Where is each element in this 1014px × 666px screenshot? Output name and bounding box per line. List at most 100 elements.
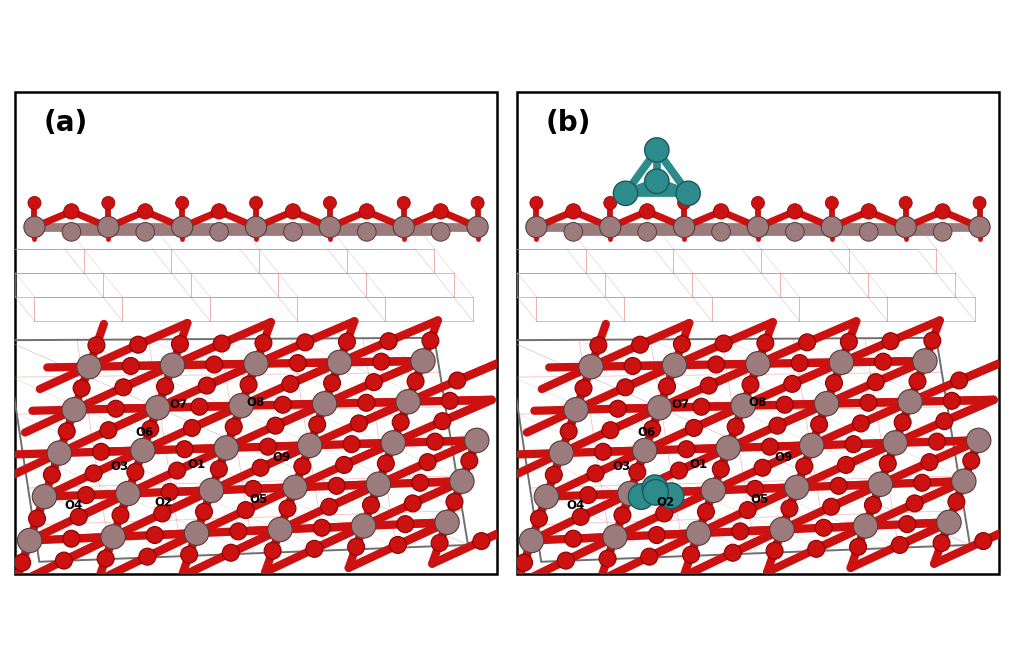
Circle shape	[100, 422, 117, 439]
Circle shape	[822, 498, 840, 515]
Circle shape	[647, 396, 671, 420]
Circle shape	[412, 474, 429, 492]
Text: (b): (b)	[546, 109, 591, 137]
Circle shape	[116, 482, 140, 505]
Circle shape	[467, 216, 488, 238]
Circle shape	[380, 333, 397, 350]
Circle shape	[284, 222, 302, 241]
Circle shape	[289, 354, 306, 372]
Circle shape	[974, 533, 992, 549]
Circle shape	[830, 478, 847, 494]
Circle shape	[28, 510, 46, 527]
Circle shape	[107, 400, 125, 417]
Circle shape	[73, 380, 90, 397]
Circle shape	[252, 460, 269, 476]
Circle shape	[565, 530, 582, 547]
Circle shape	[127, 464, 144, 480]
Circle shape	[377, 455, 394, 472]
Circle shape	[24, 216, 45, 238]
Circle shape	[633, 438, 657, 463]
Circle shape	[882, 333, 899, 350]
Circle shape	[673, 216, 695, 238]
Circle shape	[88, 337, 104, 354]
Circle shape	[245, 216, 267, 238]
Circle shape	[777, 396, 793, 413]
Circle shape	[285, 204, 301, 219]
Circle shape	[754, 460, 771, 476]
Circle shape	[594, 444, 611, 460]
Circle shape	[101, 525, 126, 549]
Circle shape	[472, 196, 484, 210]
Circle shape	[359, 204, 374, 219]
Circle shape	[175, 196, 189, 210]
Circle shape	[603, 196, 617, 210]
Circle shape	[933, 222, 952, 241]
Circle shape	[708, 356, 725, 373]
Circle shape	[446, 494, 463, 510]
Circle shape	[825, 374, 843, 392]
Circle shape	[56, 552, 72, 569]
Circle shape	[365, 374, 382, 391]
Circle shape	[767, 542, 783, 559]
Circle shape	[966, 428, 991, 453]
Circle shape	[323, 374, 341, 392]
Circle shape	[47, 441, 72, 466]
Text: O4: O4	[65, 499, 83, 511]
Circle shape	[213, 335, 230, 352]
Circle shape	[769, 417, 786, 434]
Circle shape	[62, 222, 81, 241]
Circle shape	[715, 335, 732, 352]
Circle shape	[146, 527, 163, 543]
Circle shape	[229, 394, 254, 418]
Circle shape	[549, 441, 574, 466]
Circle shape	[587, 465, 604, 482]
Circle shape	[762, 438, 779, 455]
Circle shape	[642, 475, 667, 501]
Circle shape	[515, 554, 532, 571]
Circle shape	[732, 523, 748, 540]
Circle shape	[701, 377, 717, 394]
Circle shape	[13, 554, 30, 571]
Circle shape	[784, 376, 801, 392]
Circle shape	[343, 436, 360, 453]
Circle shape	[351, 415, 367, 432]
Circle shape	[658, 483, 683, 508]
Circle shape	[17, 528, 42, 553]
Circle shape	[306, 540, 322, 557]
Circle shape	[279, 500, 296, 517]
Circle shape	[751, 196, 765, 210]
Circle shape	[658, 378, 675, 395]
Circle shape	[44, 466, 61, 484]
Circle shape	[924, 332, 941, 349]
Circle shape	[632, 336, 649, 353]
Text: (a): (a)	[45, 109, 88, 137]
Circle shape	[427, 433, 443, 450]
Circle shape	[319, 216, 341, 238]
Circle shape	[629, 464, 646, 480]
Text: O6: O6	[637, 426, 655, 440]
Circle shape	[609, 400, 627, 417]
Circle shape	[393, 216, 415, 238]
Circle shape	[933, 535, 950, 551]
Circle shape	[320, 498, 338, 515]
Circle shape	[645, 138, 669, 162]
Circle shape	[860, 222, 878, 241]
Circle shape	[64, 204, 79, 219]
Circle shape	[222, 544, 239, 561]
Text: O2: O2	[657, 496, 674, 509]
Circle shape	[861, 204, 876, 219]
Circle shape	[599, 550, 617, 567]
Circle shape	[745, 352, 770, 376]
Circle shape	[973, 196, 986, 210]
Circle shape	[265, 542, 281, 559]
Circle shape	[724, 544, 741, 561]
Circle shape	[937, 510, 961, 535]
Circle shape	[28, 196, 41, 210]
Circle shape	[199, 377, 215, 394]
Circle shape	[240, 376, 258, 393]
Circle shape	[329, 478, 345, 494]
Circle shape	[154, 505, 170, 522]
Circle shape	[747, 216, 769, 238]
Circle shape	[530, 196, 542, 210]
Text: O3: O3	[111, 460, 129, 473]
